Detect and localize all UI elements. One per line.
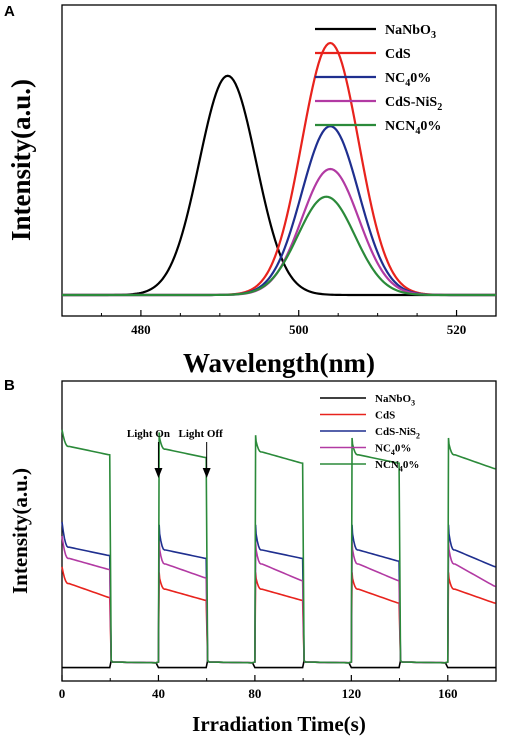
panel-b-legend-label-1: CdS [375, 410, 395, 422]
panel-a-x-axis-title: Wavelength(nm) [183, 348, 375, 378]
panel-b-legend-label-3: NC40% [375, 443, 411, 457]
panel-a-plot-frame [61, 4, 497, 317]
panel-a-series-line-4 [62, 195, 496, 297]
panel-a-series [62, 41, 496, 297]
panel-a-x-tick-label: 520 [447, 322, 467, 337]
panel-a: A 480 500 520 NaNbO3 CdS NC40% CdS-NiS2 NCN40%… [4, 3, 497, 378]
panel-b-series [61, 429, 496, 669]
panel-a-x-ticks: 480 500 520 [61, 310, 497, 337]
panel-a-legend-label-4: NCN40% [385, 119, 441, 137]
panel-b-series-line-4 [61, 429, 496, 664]
panel-b-annotation-label-0: Light On [127, 428, 170, 440]
panel-b-y-axis-title: Intensity(a.u.) [8, 468, 32, 594]
panel-b-annotation-arrowhead-1 [202, 468, 211, 478]
panel-a-legend-label-2: NC40% [385, 71, 431, 89]
panel-a-x-tick-label: 500 [289, 322, 309, 337]
panel-b-series-line-3 [61, 535, 496, 664]
panel-b-series-line-2 [61, 521, 496, 664]
panel-a-series-line-3 [62, 167, 496, 297]
panel-b-x-tick-label: 0 [59, 686, 66, 701]
panel-a-y-axis-title: Intensity(a.u.) [6, 79, 36, 241]
panel-b-x-tick-label: 120 [342, 686, 362, 701]
panel-b-series-line-1 [61, 566, 496, 664]
panel-b-annotations: Light On Light Off [127, 428, 223, 478]
panel-b-plot-frame [61, 380, 497, 682]
panel-b-x-tick-label: 40 [152, 686, 165, 701]
panel-b: B 0 40 80 120 160 Light On Light Off NaNbO3 Cd… [4, 377, 497, 736]
panel-b-letter: B [4, 377, 15, 394]
panel-b-annotation-arrowhead-0 [154, 468, 163, 478]
panel-a-x-tick-label: 480 [131, 322, 151, 337]
panel-a-legend: NaNbO3 CdS NC40% CdS-NiS2 NCN40% [315, 23, 442, 137]
panel-b-x-tick-label: 160 [438, 686, 458, 701]
panel-b-x-ticks: 0 40 80 120 160 [59, 675, 458, 701]
panel-b-legend: NaNbO3 CdS CdS-NiS2 NC40% NCN40% [320, 393, 420, 473]
panel-b-legend-label-0: NaNbO3 [375, 393, 415, 407]
panel-a-legend-label-3: CdS-NiS2 [385, 95, 442, 113]
panel-b-x-tick-label: 80 [248, 686, 261, 701]
panel-b-annotation-label-1: Light Off [179, 428, 224, 440]
panel-a-letter: A [4, 3, 15, 20]
panel-b-x-axis-title: Irradiation Time(s) [192, 712, 366, 736]
panel-b-legend-label-2: CdS-NiS2 [375, 426, 420, 440]
panel-a-legend-label-1: CdS [385, 47, 411, 62]
panel-a-legend-label-0: NaNbO3 [385, 23, 436, 41]
panel-b-legend-label-4: NCN40% [375, 459, 419, 473]
